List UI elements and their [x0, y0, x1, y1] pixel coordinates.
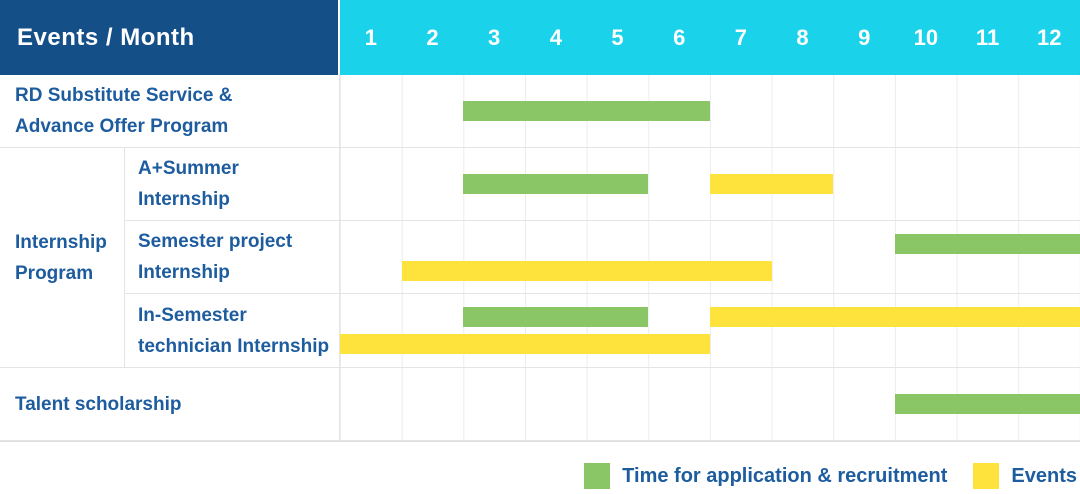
legend: Time for application & recruitment Events [0, 463, 1080, 489]
group-label-line: Internship [15, 231, 107, 253]
group-label-line: Program [15, 262, 94, 284]
month-header-2: 2 [426, 24, 439, 50]
gantt-bar-application [895, 234, 1080, 254]
month-header-7: 7 [734, 24, 747, 50]
row-label-line: Advance Offer Program [15, 116, 229, 137]
legend-item-events: Events [973, 463, 1077, 489]
row-label-line: Internship [138, 189, 230, 210]
gantt-bar-events [340, 334, 710, 354]
month-header-12: 12 [1036, 24, 1062, 50]
legend-label: Events [1011, 464, 1077, 487]
month-header-strip: 1 2 3 4 5 6 7 8 9 10 11 12 [340, 0, 1080, 75]
table-row: RD Substitute Service & Advance Offer Pro… [0, 75, 1080, 148]
bar-area [340, 221, 1080, 293]
events-color-swatch [973, 463, 1000, 489]
row-label: A+Summer Internship [125, 148, 340, 220]
bar-area [340, 294, 1080, 367]
gantt-bar-events [401, 261, 772, 281]
row-label: Semester project Internship [125, 221, 340, 293]
month-header-6: 6 [673, 24, 686, 50]
table-row: A+Summer Internship [125, 148, 1080, 221]
row-label-line: RD Substitute Service & [15, 85, 233, 106]
bar-area [340, 148, 1080, 220]
gantt-bar-events [710, 307, 1080, 327]
gantt-bar-events [710, 174, 834, 194]
month-header-1: 1 [364, 24, 377, 50]
application-color-swatch [584, 463, 611, 489]
row-label-line: technician Internship [138, 335, 330, 357]
legend-item-application: Time for application & recruitment [584, 463, 947, 489]
gantt-bar-application [463, 174, 649, 194]
month-header-8: 8 [796, 24, 809, 50]
row-group: Internship Program A+Summer Internship Semes… [0, 148, 1080, 368]
bar-area [340, 368, 1080, 440]
month-header-10: 10 [913, 24, 939, 50]
bar-area [340, 75, 1080, 147]
row-label-line: In-Semester [138, 304, 247, 326]
month-header-9: 9 [858, 24, 871, 50]
table-row: Talent scholarship [0, 368, 1080, 441]
month-header-5: 5 [611, 24, 624, 50]
gantt-table-body: RD Substitute Service & Advance Offer Pro… [0, 75, 1080, 442]
month-header-4: 4 [549, 24, 562, 50]
table-header-row: Events / Month 1 2 3 4 5 6 7 8 9 10 11 12 [0, 0, 1080, 75]
legend-label: Time for application & recruitment [622, 464, 948, 487]
group-rows: A+Summer Internship Semester project Intern… [125, 148, 1080, 367]
gantt-bar-application [463, 101, 710, 121]
gantt-bar-application [463, 307, 649, 327]
month-header-11: 11 [975, 24, 1000, 50]
table-row: Semester project Internship [125, 221, 1080, 294]
row-label: In-Semester technician Internship [125, 294, 340, 367]
month-header-3: 3 [488, 24, 501, 50]
events-month-header: Events / Month [0, 0, 340, 75]
row-label-line: Semester project [138, 231, 293, 252]
group-label: Internship Program [0, 148, 125, 367]
row-label: Talent scholarship [0, 368, 340, 440]
row-label-line: Talent scholarship [15, 393, 182, 415]
row-label: RD Substitute Service & Advance Offer Pro… [0, 75, 340, 147]
row-label-line: A+Summer [138, 158, 239, 179]
table-row: In-Semester technician Internship [125, 294, 1080, 367]
gantt-bar-application [895, 394, 1080, 414]
row-label-line: Internship [138, 262, 230, 283]
